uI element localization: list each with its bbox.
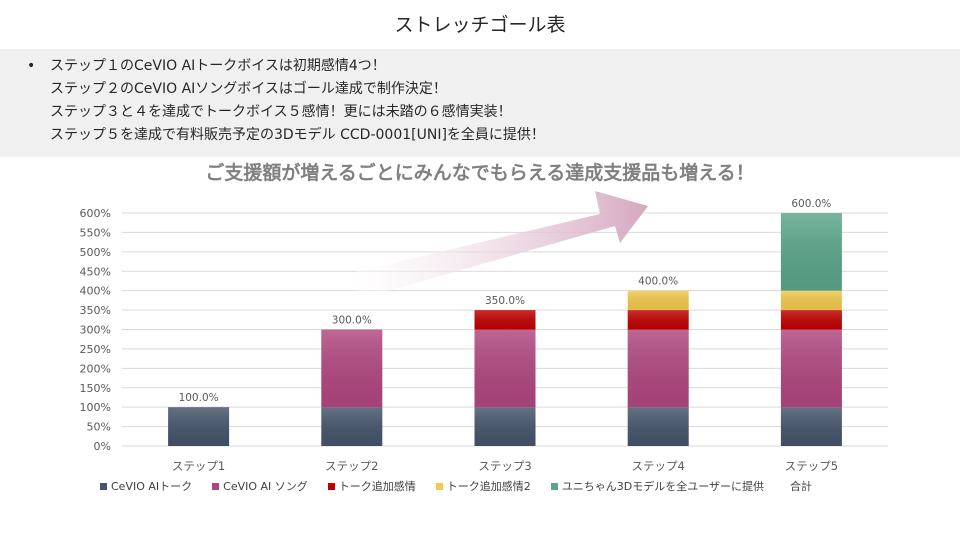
bar-segment-shade	[780, 213, 842, 291]
y-tick-label: 0%	[94, 440, 111, 453]
x-category-label: ステップ2	[325, 459, 378, 473]
bar-segment-shade	[780, 407, 842, 446]
bullet-line: ステップ５を達成で有料販売予定の3Dモデル CCD-0001[UNI]を全員に提…	[50, 127, 545, 143]
legend-swatch-icon	[327, 482, 335, 490]
bar-segment-shade	[780, 310, 842, 330]
legend-label: トーク追加感情	[338, 480, 416, 493]
y-tick-label: 500%	[80, 246, 111, 259]
legend-swatch-icon	[100, 482, 107, 490]
bullet-box: • ステップ１のCeVIO AIトークボイスは初期感情4つ！ ステップ２のCeV…	[0, 49, 960, 157]
bar-segment-shade	[474, 407, 536, 446]
y-tick-label: 250%	[80, 343, 111, 356]
y-tick-label: 400%	[80, 285, 111, 298]
legend-item: CeVIO AI ソング	[212, 478, 308, 494]
x-category-label: ステップ3	[478, 459, 531, 473]
y-tick-label: 150%	[80, 382, 111, 395]
legend-swatch-icon	[550, 482, 558, 490]
y-tick-label: 300%	[80, 324, 111, 337]
bar-segment-shade	[474, 329, 536, 408]
bullet-line: ステップ３と４を達成でトークボイス５感情！更には未踏の６感情実装！	[50, 104, 512, 120]
slide-title: ストレッチゴール表	[394, 14, 566, 36]
x-category-label: ステップ5	[785, 459, 838, 473]
bullet-line: ステップ１のCeVIO AIトークボイスは初期感情4つ！	[50, 58, 386, 74]
bar-segment-shade	[780, 329, 842, 408]
bar-segment-shade	[627, 329, 689, 408]
y-tick-label: 50%	[87, 421, 111, 434]
y-tick-label: 350%	[80, 304, 111, 317]
bar-layer	[168, 213, 842, 446]
legend-item: ユニちゃん3Dモデルを全ユーザーに提供	[550, 478, 765, 494]
arrow-layer	[355, 191, 648, 299]
total-data-label: 600.0%	[791, 198, 831, 210]
total-data-label: 350.0%	[485, 295, 525, 307]
legend-label: CeVIO AI ソング	[223, 480, 308, 493]
y-tick-label: 200%	[80, 362, 111, 375]
bar-segment-shade	[627, 290, 689, 311]
bar-segment-shade	[321, 407, 383, 446]
chart-legend: CeVIO AIトーク CeVIO AI ソング トーク追加感情 トーク追加感情2 ユニ…	[100, 478, 832, 494]
legend-swatch-icon	[212, 482, 220, 490]
legend-swatch-icon	[435, 482, 443, 490]
total-data-label: 100.0%	[179, 392, 219, 404]
total-data-label: 400.0%	[638, 276, 678, 288]
bar-segment-shade	[627, 310, 689, 330]
bar-segment-shade	[780, 290, 842, 311]
legend-label: トーク追加感情2	[446, 480, 531, 493]
legend-label: CeVIO AIトーク	[111, 480, 193, 493]
x-category-label: ステップ4	[632, 459, 685, 473]
bullet-list: ステップ１のCeVIO AIトークボイスは初期感情4つ！ ステップ２のCeVIO…	[50, 55, 545, 147]
y-tick-label: 450%	[80, 265, 111, 278]
bullet-line: ステップ２のCeVIO AIソングボイスはゴール達成で制作決定！	[50, 81, 447, 97]
bar-segment-shade	[168, 407, 230, 446]
bullet-marker: •	[27, 58, 36, 74]
legend-total-label: 合計	[790, 480, 813, 493]
legend-item: トーク追加感情	[327, 478, 416, 494]
headline: ご支援額が増えるごとにみんなでもらえる達成支援品も増える！	[205, 162, 755, 184]
bar-segment-shade	[321, 329, 383, 408]
legend-item: トーク追加感情2	[435, 478, 531, 494]
legend-label: ユニちゃん3Dモデルを全ユーザーに提供	[561, 480, 765, 493]
total-data-label: 300.0%	[332, 315, 372, 327]
y-tick-label: 550%	[80, 226, 111, 239]
legend-item: CeVIO AIトーク	[100, 478, 192, 494]
bar-segment-shade	[474, 310, 536, 330]
y-tick-label: 100%	[80, 401, 111, 414]
growth-arrow-icon	[355, 191, 648, 299]
bar-segment-shade	[627, 407, 689, 446]
label-layer: 0% 50% 100% 150% 200% 250% 300% 350% 400% 450% 500…	[80, 198, 839, 473]
y-tick-label: 600%	[80, 207, 111, 220]
x-category-label: ステップ1	[172, 459, 225, 473]
